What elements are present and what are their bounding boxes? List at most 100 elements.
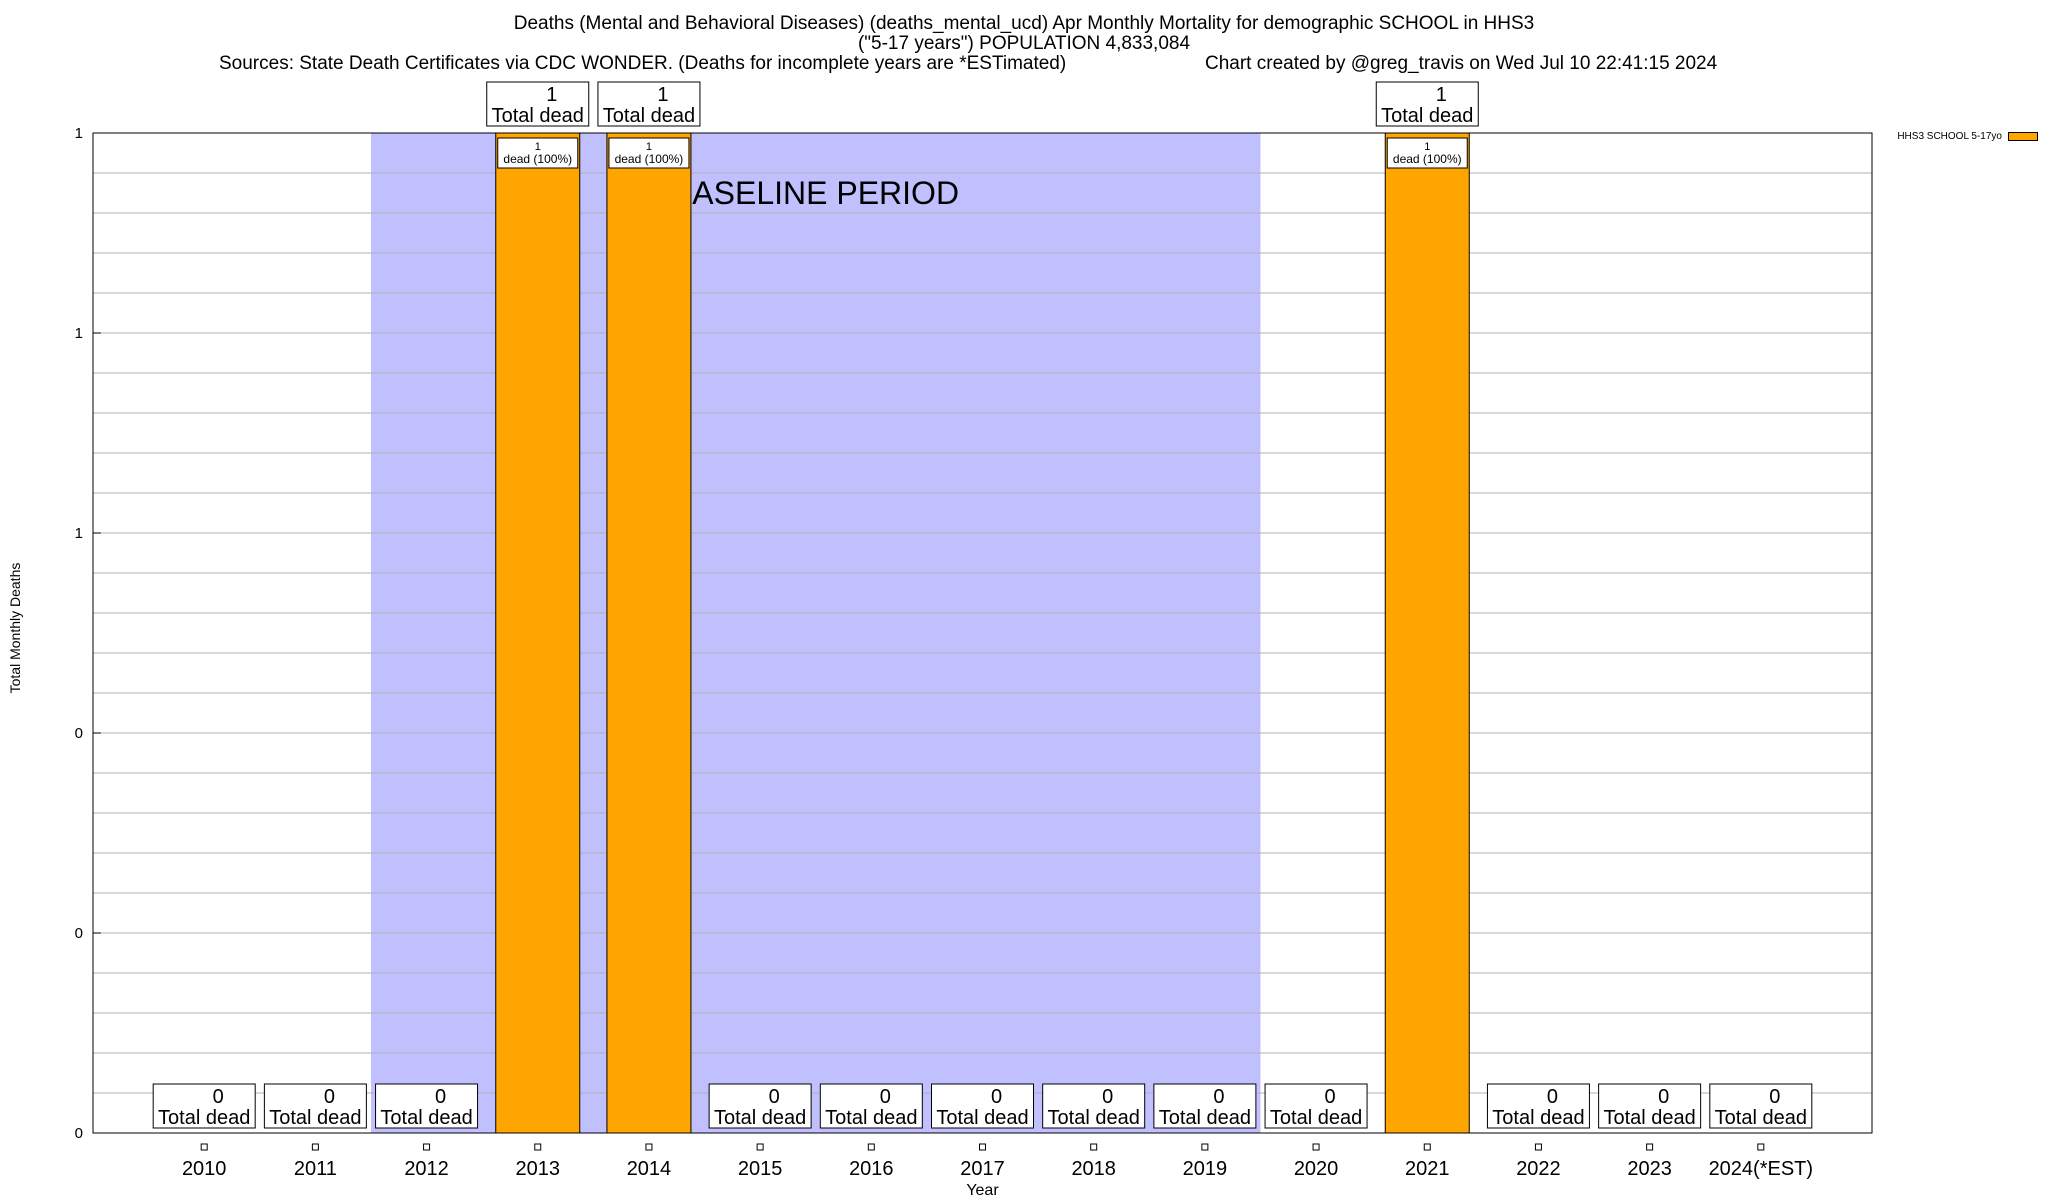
x-tick-marker <box>1757 1143 1765 1151</box>
bar <box>606 132 692 1134</box>
legend-label: HHS3 SCHOOL 5-17yo <box>1897 131 2002 142</box>
bar-inner-percent: dead (100%) <box>503 152 572 166</box>
zero-label-box <box>1153 1083 1257 1129</box>
x-tick-label: 2014 <box>627 1158 672 1180</box>
zero-label-suffix: Total dead <box>380 1107 472 1129</box>
zero-label-value: 0 <box>1547 1086 1558 1108</box>
x-tick-label: 2018 <box>1071 1158 1116 1180</box>
zero-label-box <box>1486 1083 1590 1129</box>
sources-note: Sources: State Death Certificates via CD… <box>219 53 1067 74</box>
zero-label-suffix: Total dead <box>158 1107 250 1129</box>
x-tick-marker <box>1090 1143 1098 1151</box>
zero-label-value: 0 <box>1658 1086 1669 1108</box>
zero-label-value: 0 <box>991 1086 1002 1108</box>
x-tick-marker <box>200 1143 208 1151</box>
zero-label-value: 0 <box>1213 1086 1224 1108</box>
bar-inner-label-box <box>1386 137 1468 169</box>
zero-label-suffix: Total dead <box>1159 1107 1251 1129</box>
x-tick-marker <box>645 1143 653 1151</box>
bar-inner-value: 1 <box>535 141 541 153</box>
bar-inner-percent: dead (100%) <box>615 152 684 166</box>
zero-label-box <box>1598 1083 1702 1129</box>
bar-top-value: 1 <box>657 84 668 106</box>
bar <box>495 132 581 1134</box>
credit-note: Chart created by @greg_travis on Wed Jul… <box>1205 53 1718 74</box>
bar-top-value: 1 <box>546 84 557 106</box>
x-tick-marker <box>1201 1143 1209 1151</box>
x-tick-label: 2010 <box>182 1158 227 1180</box>
zero-label-box <box>1264 1083 1368 1129</box>
zero-label-suffix: Total dead <box>1270 1107 1362 1129</box>
x-tick-marker <box>867 1143 875 1151</box>
bar-top-label-box <box>1375 81 1479 127</box>
x-tick-label: 2023 <box>1627 1158 1672 1180</box>
legend-swatch <box>2008 132 2038 141</box>
y-tick-label: 0 <box>75 725 83 742</box>
x-tick-label: 2022 <box>1516 1158 1561 1180</box>
bar-inner-label-box <box>608 137 690 169</box>
x-tick-label: 2013 <box>516 1158 561 1180</box>
x-tick-marker <box>756 1143 764 1151</box>
zero-label-value: 0 <box>213 1086 224 1108</box>
bar-top-suffix: Total dead <box>1381 105 1473 127</box>
zero-label-value: 0 <box>324 1086 335 1108</box>
chart-title: Deaths (Mental and Behavioral Diseases) … <box>513 13 1535 34</box>
x-tick-marker <box>423 1143 431 1151</box>
x-tick-label: 2021 <box>1405 1158 1450 1180</box>
x-tick-label: 2017 <box>960 1158 1005 1180</box>
zero-label-box <box>1042 1083 1146 1129</box>
x-tick-label: 2012 <box>404 1158 449 1180</box>
bar-top-suffix: Total dead <box>492 105 584 127</box>
zero-label-suffix: Total dead <box>1603 1107 1695 1129</box>
x-axis-label: Year <box>966 1182 999 1199</box>
plot-border <box>92 132 1873 1134</box>
bar-top-label-box <box>486 81 590 127</box>
zero-label-value: 0 <box>880 1086 891 1108</box>
x-tick-label: 2015 <box>738 1158 783 1180</box>
bar-inner-label-box <box>497 137 579 169</box>
x-tick-label: 2011 <box>294 1158 337 1180</box>
x-tick-marker <box>311 1143 319 1151</box>
bar-top-value: 1 <box>1436 84 1447 106</box>
x-tick-label: 2016 <box>849 1158 894 1180</box>
x-tick-label: 2024(*EST) <box>1709 1158 1814 1180</box>
zero-label-box <box>708 1083 812 1129</box>
zero-label-box <box>931 1083 1034 1129</box>
x-tick-marker <box>1646 1143 1654 1151</box>
x-tick-marker <box>534 1143 542 1151</box>
zero-label-box <box>375 1083 479 1129</box>
y-tick-label: 1 <box>75 125 83 142</box>
zero-label-value: 0 <box>769 1086 780 1108</box>
zero-label-box <box>263 1083 367 1129</box>
zero-label-value: 0 <box>1325 1086 1336 1108</box>
y-axis-label: Total Monthly Deaths <box>7 562 23 694</box>
zero-label-suffix: Total dead <box>1492 1107 1584 1129</box>
zero-label-suffix: Total dead <box>936 1107 1028 1129</box>
bar-inner-value: 1 <box>1424 141 1430 153</box>
bar-inner-value: 1 <box>646 141 652 153</box>
x-tick-marker <box>1534 1143 1542 1151</box>
y-tick-label: 0 <box>75 925 83 942</box>
chart-subtitle: ("5-17 years") POPULATION 4,833,084 <box>857 33 1191 54</box>
bar <box>1384 132 1470 1134</box>
x-tick-label: 2020 <box>1294 1158 1339 1180</box>
zero-label-box <box>152 1083 256 1129</box>
y-tick-label: 1 <box>75 525 83 542</box>
zero-label-value: 0 <box>1769 1086 1780 1108</box>
x-tick-marker <box>1312 1143 1320 1151</box>
x-tick-label: 2019 <box>1183 1158 1228 1180</box>
x-tick-marker <box>979 1143 986 1151</box>
zero-label-box <box>1709 1083 1813 1129</box>
zero-label-suffix: Total dead <box>269 1107 361 1129</box>
zero-label-suffix: Total dead <box>1048 1107 1140 1129</box>
zero-label-box <box>819 1083 923 1129</box>
bar-inner-percent: dead (100%) <box>1393 152 1462 166</box>
zero-label-suffix: Total dead <box>1715 1107 1807 1129</box>
zero-label-value: 0 <box>1102 1086 1113 1108</box>
zero-label-value: 0 <box>435 1086 446 1108</box>
baseline-period-label: BASELINE PERIOD <box>671 175 959 211</box>
legend: HHS3 SCHOOL 5-17yo <box>1897 131 2038 142</box>
bar-top-label-box <box>597 81 701 127</box>
zero-label-suffix: Total dead <box>825 1107 917 1129</box>
